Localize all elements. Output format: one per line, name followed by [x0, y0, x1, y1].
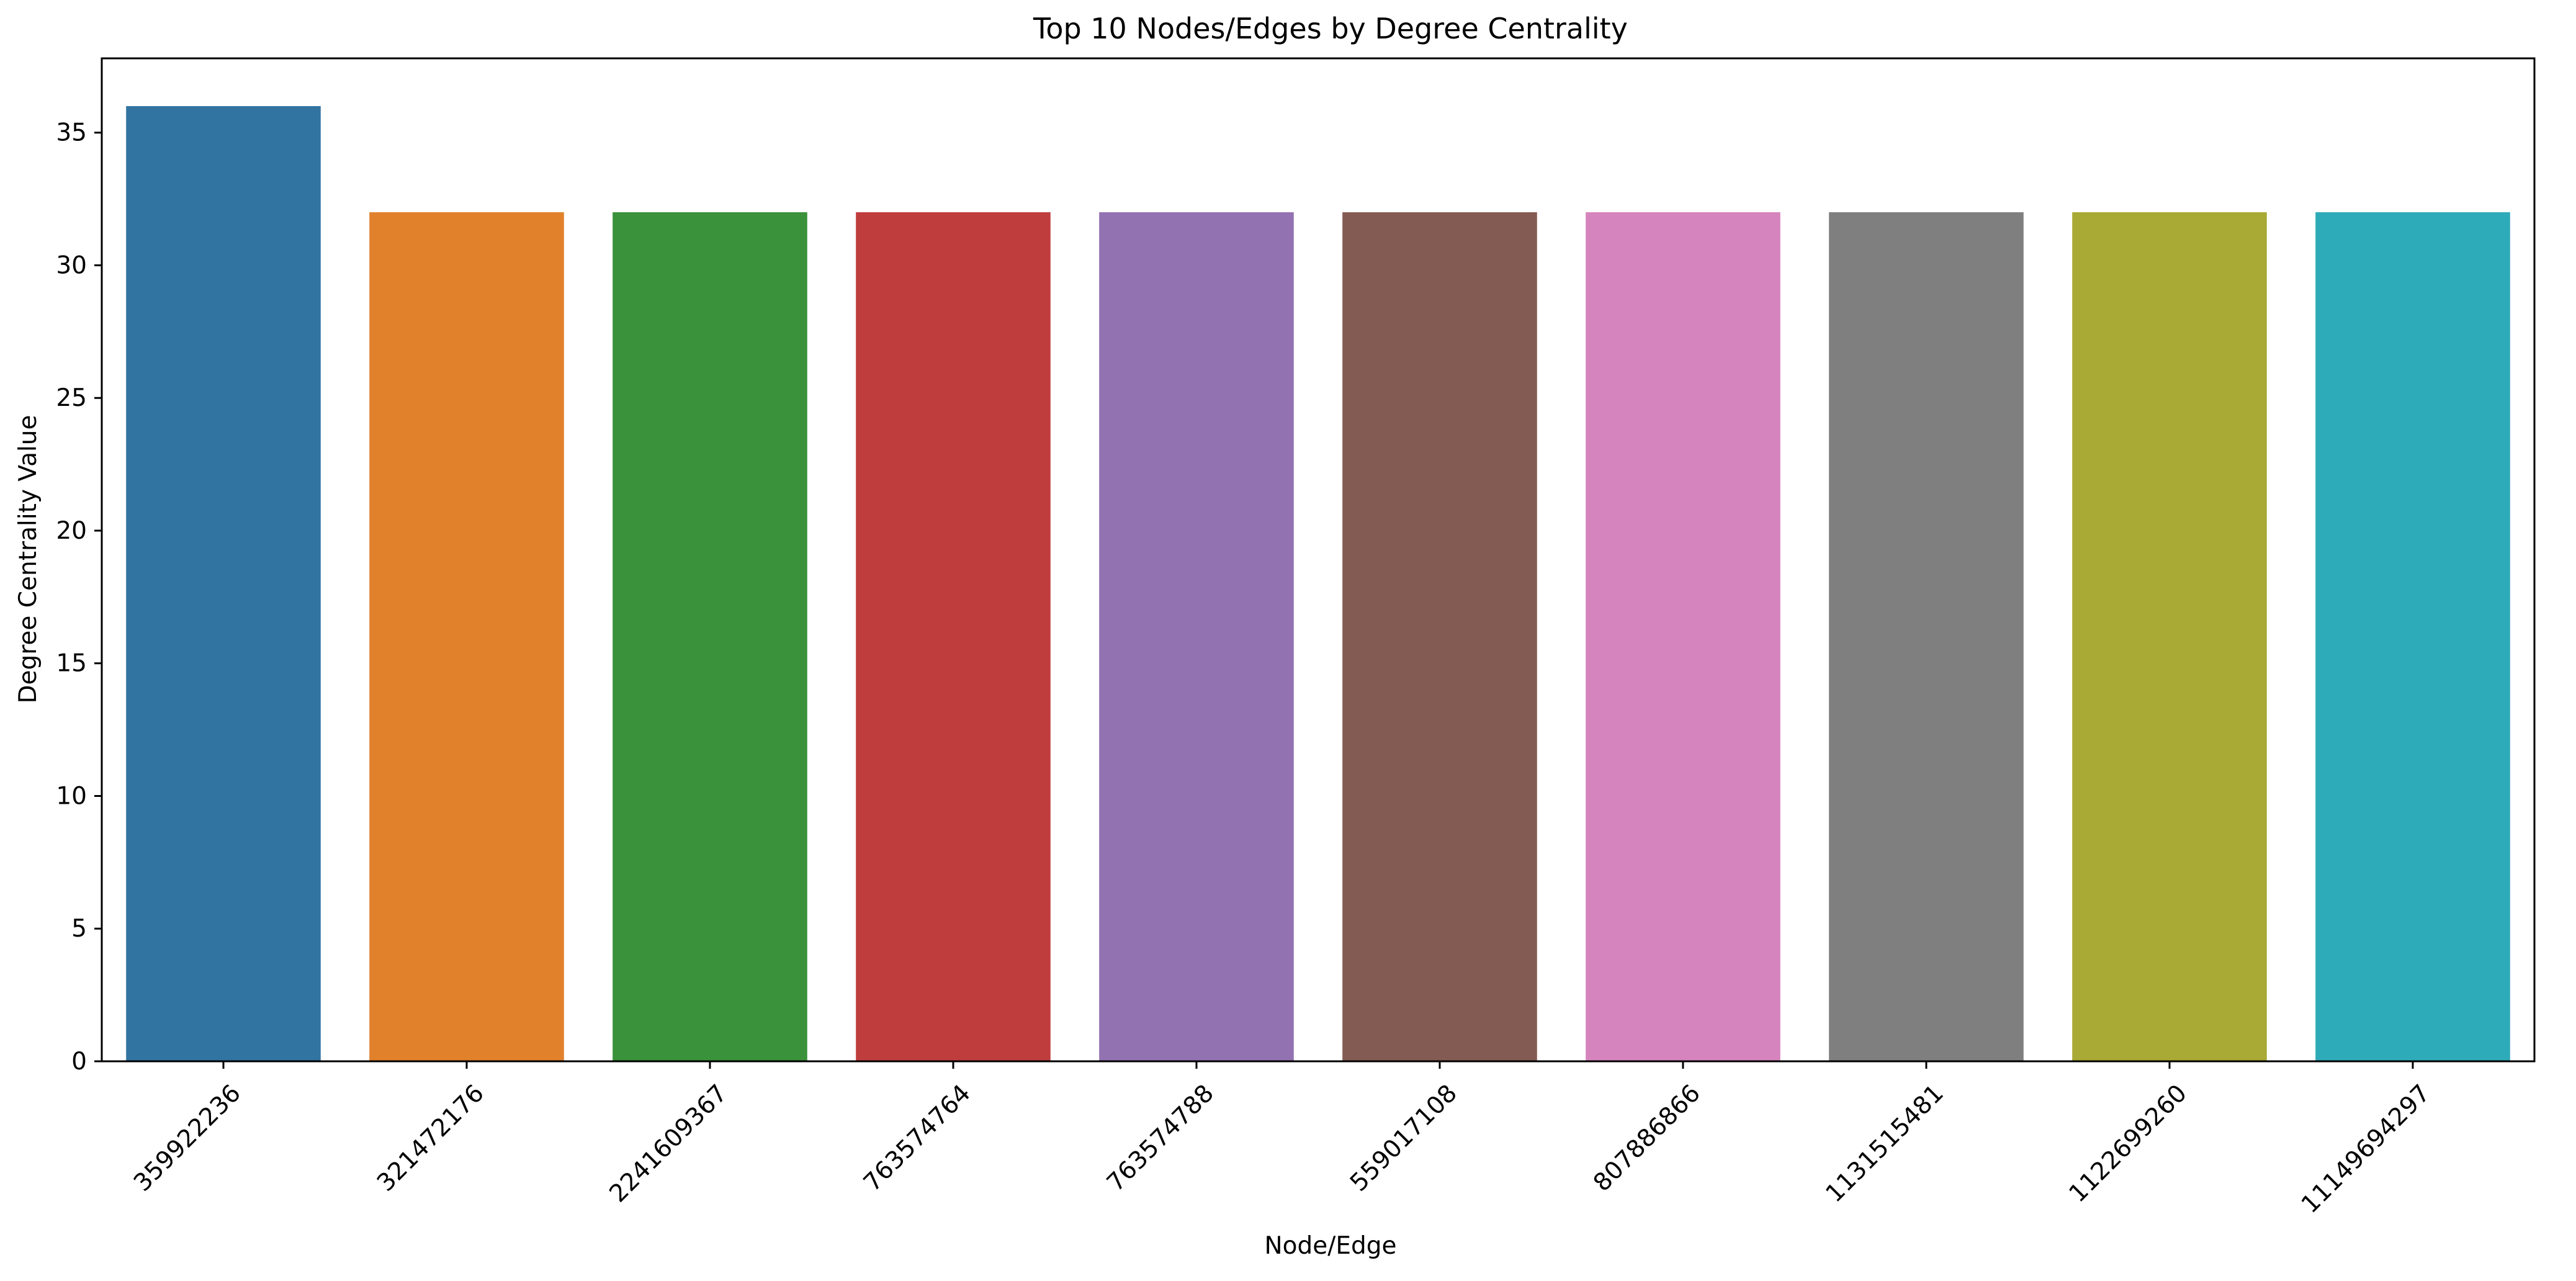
y-axis-label: Degree Centrality Value [14, 415, 42, 703]
chart-title: Top 10 Nodes/Edges by Degree Centrality [1033, 12, 1628, 45]
y-tick-label: 15 [56, 650, 87, 678]
y-tick-label: 20 [56, 517, 87, 545]
x-axis-label: Node/Edge [1264, 1232, 1396, 1260]
bar-1122699260 [2072, 212, 2267, 1062]
bar-807886866 [1586, 212, 1780, 1062]
bar-763574788 [1099, 212, 1294, 1062]
y-tick-label: 25 [56, 384, 87, 412]
bar-1131515481 [1829, 212, 2024, 1062]
y-tick-label: 5 [71, 915, 87, 943]
plot-frame [101, 57, 2536, 1063]
bars-layer [126, 106, 2510, 1062]
bar-559017108 [1342, 212, 1537, 1062]
bar-359922236 [126, 106, 321, 1061]
bar-321472176 [369, 212, 564, 1062]
y-tick-label: 30 [56, 251, 87, 279]
y-tick-label: 35 [56, 119, 87, 147]
y-axis-ticks: 0 5 10 15 20 25 30 35 [56, 119, 102, 1076]
bar-11149694297 [2315, 212, 2510, 1062]
bar-763574764 [856, 212, 1051, 1062]
y-tick-label: 10 [56, 782, 87, 810]
y-tick-label: 0 [71, 1048, 87, 1076]
bar-2241609367 [613, 212, 807, 1062]
